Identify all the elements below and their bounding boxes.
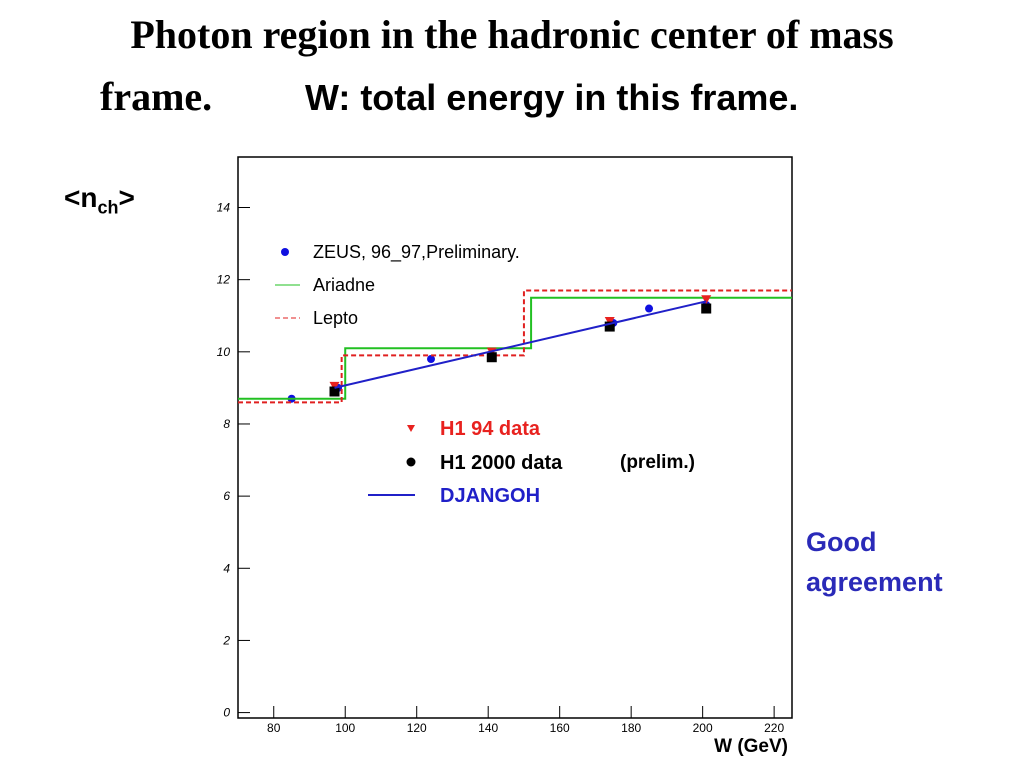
data-point	[604, 321, 615, 332]
x-tick-label: 180	[621, 721, 641, 735]
x-tick-label: 140	[478, 721, 498, 735]
legend-label: Ariadne	[313, 275, 375, 295]
y-tick-label: 8	[223, 417, 230, 431]
y-tick-label: 12	[217, 273, 231, 287]
x-tick-label: 100	[335, 721, 355, 735]
series-line	[238, 296, 792, 400]
annotation: Good agreement	[806, 527, 943, 597]
y-tick-label: 14	[217, 201, 231, 215]
data-point	[427, 355, 436, 364]
x-tick-label: 160	[550, 721, 570, 735]
y-label-sub: ch	[97, 197, 119, 218]
title: Photon region in the hadronic center of …	[130, 12, 893, 57]
y-label-text: <n	[64, 182, 98, 213]
subtitle: W: total energy in this frame.	[305, 77, 798, 118]
x-axis-label: W (GeV)	[714, 736, 788, 757]
x-tick-label: 220	[764, 721, 784, 735]
data-point	[604, 316, 615, 326]
title-end: frame.	[100, 74, 212, 119]
annotation: (prelim.)	[620, 452, 695, 473]
x-tick-label: 200	[693, 721, 713, 735]
series-line	[238, 289, 792, 404]
y-tick-label: 2	[222, 633, 230, 647]
legend-marker	[406, 457, 416, 467]
data-point	[329, 386, 340, 397]
legend-label: H1 94 data	[440, 418, 541, 440]
y-tick-label: 10	[217, 345, 231, 359]
data-point	[329, 381, 340, 391]
y-axis-label: <nch>	[64, 182, 135, 219]
y-tick-label: 4	[223, 561, 230, 575]
data-point	[701, 295, 712, 305]
y-label-suffix: >	[118, 182, 135, 213]
y-tick-label: 6	[223, 489, 230, 503]
x-tick-label: 80	[267, 721, 281, 735]
legend-label: DJANGOH	[440, 485, 540, 507]
legend-marker	[407, 425, 415, 432]
x-tick-label: 120	[407, 721, 427, 735]
plot-frame	[237, 156, 793, 719]
data-point	[486, 352, 497, 363]
legend-label: H1 2000 data	[440, 452, 563, 474]
legend-marker	[281, 248, 289, 256]
data-point	[645, 304, 654, 313]
legend-label: Lepto	[313, 308, 358, 328]
series-line	[334, 300, 707, 389]
y-tick-label: 0	[223, 706, 230, 720]
data-point	[701, 303, 712, 314]
legend-label: ZEUS, 96_97,Preliminary.	[313, 242, 520, 263]
